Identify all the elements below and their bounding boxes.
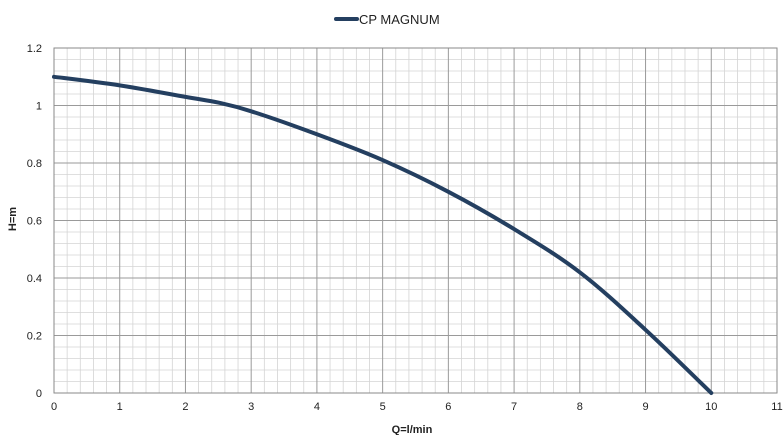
series-layer <box>52 74 714 395</box>
y-axis-label: H=m <box>7 207 19 231</box>
x-axis-ticks: 0 1 2 3 4 5 6 7 8 9 10 11 <box>51 401 783 413</box>
legend-label: CP MAGNUM <box>359 12 440 27</box>
plot-area-border <box>53 47 778 394</box>
y-tick-label: 1 <box>36 101 42 113</box>
x-tick-label: 8 <box>577 401 583 413</box>
x-tick-label: 11 <box>771 401 782 413</box>
y-tick-label: 1.2 <box>27 43 42 55</box>
y-axis-ticks: 0 0.2 0.4 0.6 0.8 1 1.2 <box>27 43 42 400</box>
x-tick-label: 10 <box>705 401 717 413</box>
y-tick-label: 0.6 <box>27 216 42 228</box>
y-tick-label: 0 <box>36 388 42 400</box>
legend: CP MAGNUM <box>334 12 440 27</box>
x-tick-label: 9 <box>642 401 648 413</box>
x-tick-label: 0 <box>51 401 57 413</box>
series-line-cp-magnum <box>52 74 714 395</box>
y-tick-label: 0.8 <box>27 158 42 170</box>
x-tick-label: 4 <box>314 401 320 413</box>
x-tick-label: 1 <box>117 401 123 413</box>
x-tick-label: 6 <box>445 401 451 413</box>
y-tick-label: 0.4 <box>27 273 42 285</box>
x-tick-label: 3 <box>248 401 254 413</box>
x-tick-label: 7 <box>511 401 517 413</box>
x-axis-label: Q=l/min <box>392 424 433 435</box>
major-grid <box>53 47 778 394</box>
x-tick-label: 2 <box>182 401 188 413</box>
x-tick-label: 5 <box>380 401 386 413</box>
y-tick-label: 0.2 <box>27 331 42 343</box>
plot-frame <box>53 47 778 394</box>
